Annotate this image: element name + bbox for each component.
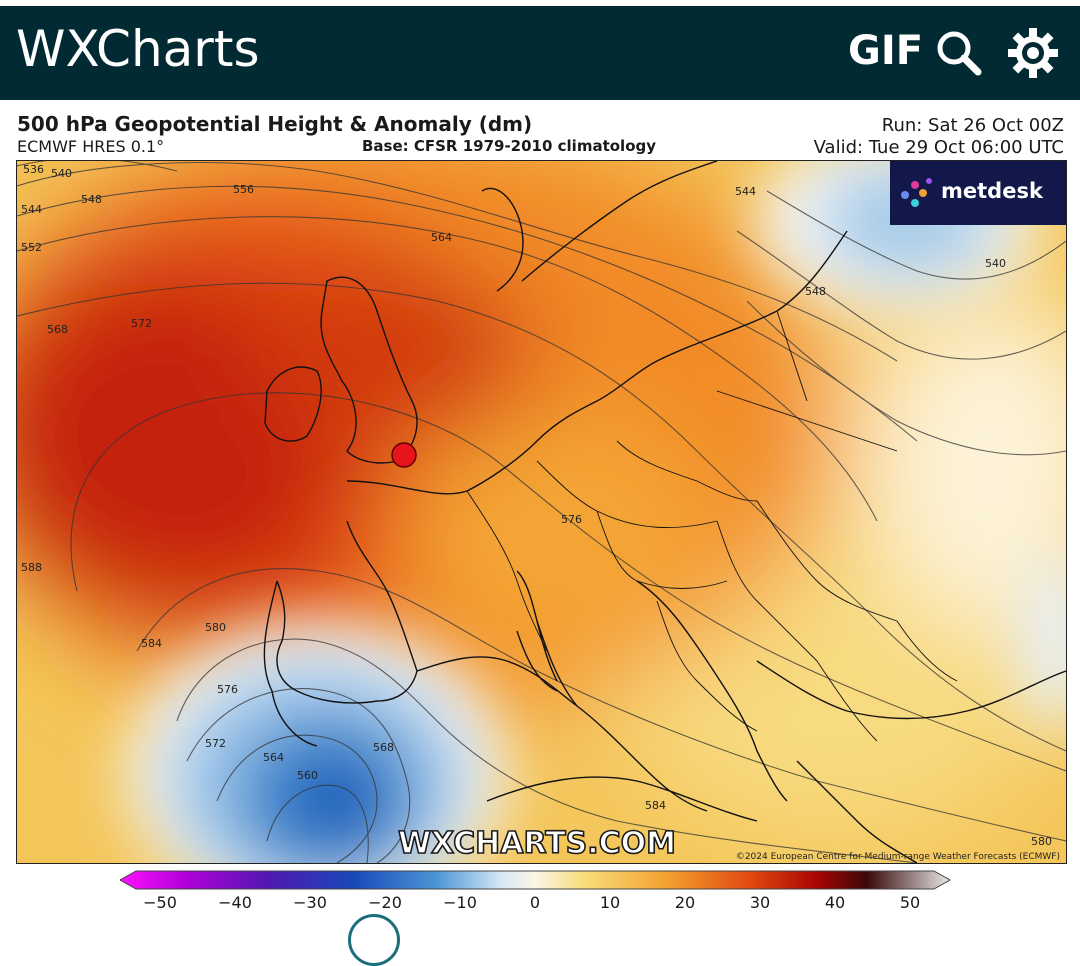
- model-label: ECMWF HRES 0.1°: [17, 137, 165, 156]
- metdesk-logo: metdesk: [890, 161, 1066, 225]
- anomaly-map[interactable]: 536 540 544 548 552 556 564 568 572 576 …: [16, 160, 1067, 864]
- colorbar: [118, 870, 952, 890]
- search-icon[interactable]: [934, 28, 984, 78]
- contour-label-group: 536 540 544 548 552 556 564 568 572 576 …: [21, 163, 1052, 848]
- watermark: WXCHARTS.COM: [398, 826, 676, 861]
- gif-button[interactable]: GIF: [848, 28, 924, 74]
- colorbar-tick: 10: [599, 893, 621, 912]
- colorbar-tick: −10: [443, 893, 477, 912]
- height-contours: [17, 161, 1066, 863]
- location-marker[interactable]: [391, 442, 417, 468]
- colorbar-tick: −40: [218, 893, 252, 912]
- contour-label: 576: [561, 513, 582, 526]
- contour-label: 548: [81, 193, 102, 206]
- borders: [466, 310, 958, 742]
- coastlines: [263, 161, 1066, 863]
- contour-label: 540: [985, 257, 1006, 270]
- contour-label: 552: [21, 241, 42, 254]
- run-time-label: Run: Sat 26 Oct 00Z: [881, 115, 1064, 136]
- top-bar-background: WXCharts GIF: [0, 6, 1080, 100]
- metdesk-logo-text: metdesk: [941, 179, 1044, 203]
- colorbar-tick: −50: [143, 893, 177, 912]
- gear-icon[interactable]: [1006, 26, 1060, 80]
- chart-title: 500 hPa Geopotential Height & Anomaly (d…: [17, 112, 533, 136]
- contour-label: 584: [141, 637, 162, 650]
- contour-label: 544: [21, 203, 42, 216]
- contour-label: 548: [805, 285, 826, 298]
- colorbar-tick: −20: [368, 893, 402, 912]
- contour-label: 556: [233, 183, 254, 196]
- colorbar-tick: 30: [749, 893, 771, 912]
- colorbar-tick: 40: [824, 893, 846, 912]
- contour-label: 568: [373, 741, 394, 754]
- contour-label: 580: [205, 621, 226, 634]
- contour-label: 588: [21, 561, 42, 574]
- contour-label: 576: [217, 683, 238, 696]
- contour-label: 584: [645, 799, 666, 812]
- colorbar-ramp: [118, 870, 952, 890]
- top-bar: WXCharts GIF: [0, 0, 1080, 100]
- contour-label: 544: [735, 185, 756, 198]
- colorbar-tick: 20: [674, 893, 696, 912]
- app-title[interactable]: WXCharts: [16, 20, 260, 78]
- anomaly-lows: [127, 161, 1066, 863]
- contour-label: 572: [131, 317, 152, 330]
- contour-label: 564: [263, 751, 284, 764]
- contour-label: 580: [1031, 835, 1052, 848]
- contour-label: 564: [431, 231, 452, 244]
- colorbar-tick: 50: [899, 893, 921, 912]
- copyright: ©2024 European Centre for Medium-range W…: [736, 852, 1060, 862]
- contour-label: 560: [297, 769, 318, 782]
- contour-label: 568: [47, 323, 68, 336]
- contour-label: 536: [23, 163, 44, 176]
- contour-label: 572: [205, 737, 226, 750]
- anomaly-field: [17, 161, 1066, 841]
- contour-label: 540: [51, 167, 72, 180]
- colorbar-tick: −30: [293, 893, 327, 912]
- colorbar-tick: 0: [529, 893, 541, 912]
- valid-time-label: Valid: Tue 29 Oct 06:00 UTC: [813, 137, 1064, 158]
- base-climatology-label: Base: CFSR 1979-2010 climatology: [362, 137, 657, 155]
